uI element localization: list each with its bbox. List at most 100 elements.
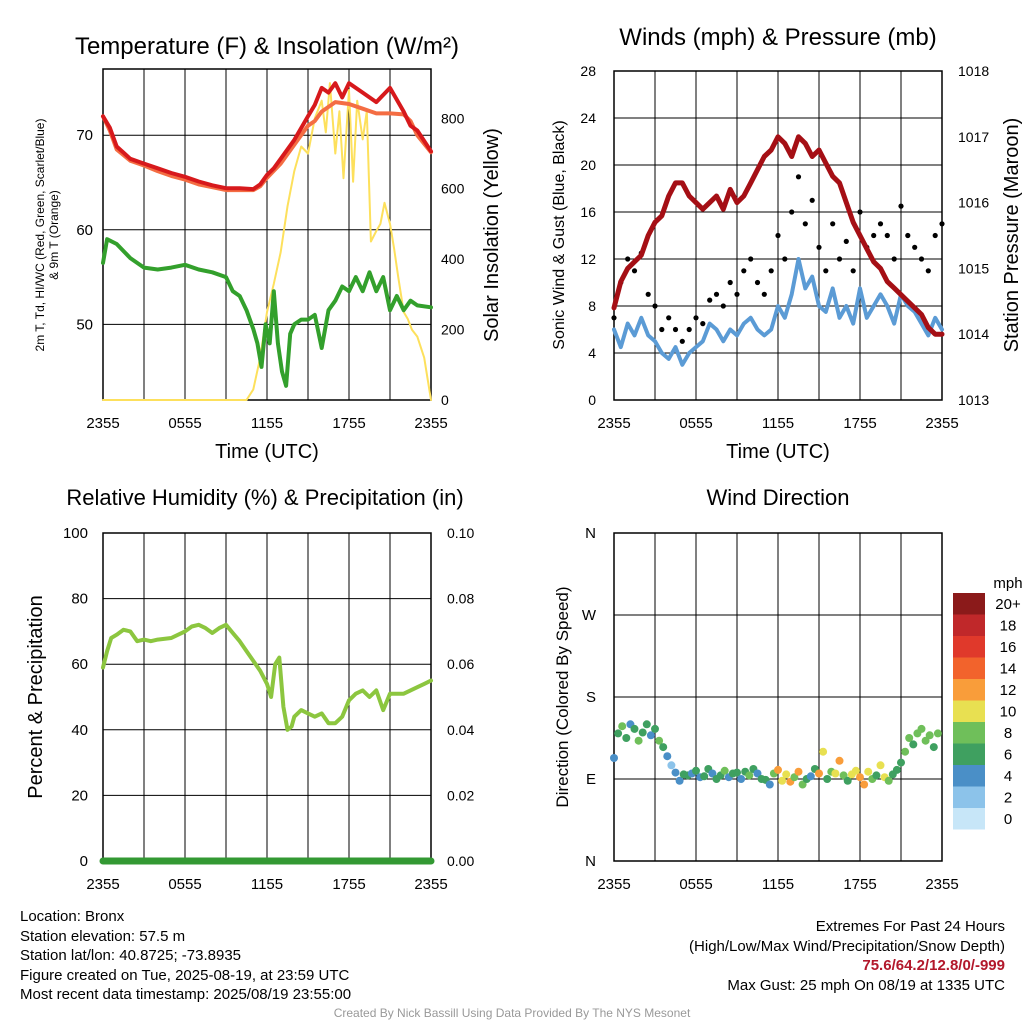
colorbar-swatch: [953, 657, 985, 679]
gust-point: [611, 315, 617, 321]
x-tick-label: 2355: [925, 876, 958, 893]
series-line-blue: [612, 257, 944, 367]
colorbar-swatch: [953, 679, 985, 701]
x-tick-label: 2355: [86, 876, 119, 893]
colorbar-swatch: [953, 808, 985, 830]
y2-tick-label: 1017: [958, 129, 989, 145]
gust-point: [734, 291, 740, 297]
y2-axis-label: Solar Insolation (Yellow): [481, 128, 503, 342]
x-tick-label: 1155: [762, 415, 794, 432]
colorbar-label: 12: [1000, 682, 1017, 699]
direction-point: [856, 773, 864, 782]
x-tick-label: 0555: [679, 876, 712, 893]
gust-point: [686, 326, 692, 333]
direction-point: [774, 765, 782, 774]
direction-point: [794, 767, 803, 776]
direction-point: [860, 780, 869, 789]
direction-point: [917, 724, 926, 733]
station-elevation: Station elevation: 57.5 m: [20, 927, 186, 945]
direction-point: [733, 768, 741, 777]
y2-tick-label: 1014: [958, 326, 989, 342]
gust-point: [850, 268, 856, 274]
direction-point: [819, 747, 828, 756]
direction-point: [630, 724, 639, 733]
gust-point: [707, 297, 713, 303]
direction-point: [634, 736, 643, 745]
y-tick-label: 16: [580, 204, 596, 220]
station-info: Location: Bronx Station elevation: 57.5 …: [20, 907, 351, 1005]
gust-point: [809, 197, 815, 203]
y2-tick-label: 800: [441, 110, 465, 126]
figure-created: Figure created on Tue, 2025-08-19, at 23…: [20, 966, 350, 984]
colorbar-label: 20+: [995, 596, 1021, 613]
credit-line: Created By Nick Bassill Using Data Provi…: [333, 1006, 691, 1020]
x-tick-label: 0555: [168, 876, 201, 893]
gust-point: [679, 338, 685, 344]
gust-point: [775, 232, 781, 239]
direction-point: [610, 754, 618, 762]
direction-point: [876, 761, 885, 770]
direction-point: [622, 734, 631, 742]
y-tick-label: N: [585, 525, 596, 542]
y-tick-label: 8: [588, 298, 596, 314]
series-line-green: [101, 237, 433, 388]
y-tick-label: 20: [71, 787, 88, 804]
direction-point: [618, 722, 627, 731]
direction-point: [778, 776, 787, 785]
direction-point: [646, 731, 655, 740]
direction-point: [790, 773, 799, 782]
gust-point: [659, 326, 665, 333]
direction-point: [843, 776, 852, 785]
recent-timestamp: Most recent data timestamp: 2025/08/19 2…: [20, 986, 352, 1003]
gust-point: [857, 209, 863, 215]
direction-point: [708, 769, 717, 778]
y2-tick-label: 400: [441, 251, 465, 267]
y2-tick-label: 0.10: [447, 525, 474, 541]
direction-point: [823, 775, 832, 783]
colorbar-swatch: [953, 700, 985, 722]
y-tick-label: N: [585, 853, 596, 870]
direction-point: [667, 761, 676, 770]
gust-point: [871, 232, 877, 239]
direction-point: [655, 736, 664, 745]
x-tick-label: 2355: [597, 415, 630, 432]
y-tick-label: 60: [71, 656, 88, 673]
direction-point: [884, 776, 893, 785]
x-tick-label: 2355: [414, 415, 447, 432]
y-tick-label: 24: [580, 110, 596, 126]
direction-point: [737, 775, 746, 783]
colorbar-title: mph: [993, 575, 1022, 592]
gust-point: [925, 268, 931, 274]
direction-point: [692, 766, 700, 775]
plot-frame: [613, 70, 943, 401]
gust-point: [843, 238, 849, 244]
gust-point: [768, 268, 774, 274]
colorbar-label: 16: [1000, 639, 1017, 656]
series-line-rh: [101, 622, 433, 732]
y2-tick-label: 0.08: [447, 591, 474, 607]
gust-point: [823, 268, 829, 274]
direction-point: [642, 720, 651, 729]
gust-point: [939, 221, 945, 227]
colorbar-label: 18: [1000, 618, 1017, 635]
x-tick-label: 1755: [843, 415, 876, 432]
max-gust: Max Gust: 25 mph On 08/19 at 1335 UTC: [727, 976, 1005, 994]
y-tick-label: 28: [580, 63, 596, 79]
y2-tick-label: 0.02: [447, 787, 474, 803]
y-axis-label: & 9m T (Orange): [47, 190, 61, 280]
direction-point: [659, 743, 668, 752]
y2-tick-label: 200: [441, 322, 465, 338]
direction-point: [614, 729, 623, 738]
direction-point: [933, 729, 942, 738]
gust-point: [700, 321, 706, 327]
gust-point: [884, 232, 890, 239]
direction-point: [720, 766, 729, 775]
gust-point: [782, 256, 788, 262]
y2-tick-label: 0.04: [447, 722, 474, 738]
x-tick-label: 2355: [925, 415, 958, 432]
series-line-maroon: [611, 134, 945, 337]
gust-point: [693, 315, 699, 321]
x-tick-label: 1155: [251, 876, 283, 893]
chart-title: Temperature (F) & Insolation (W/m²): [75, 33, 459, 60]
colorbar-swatch: [953, 614, 985, 636]
